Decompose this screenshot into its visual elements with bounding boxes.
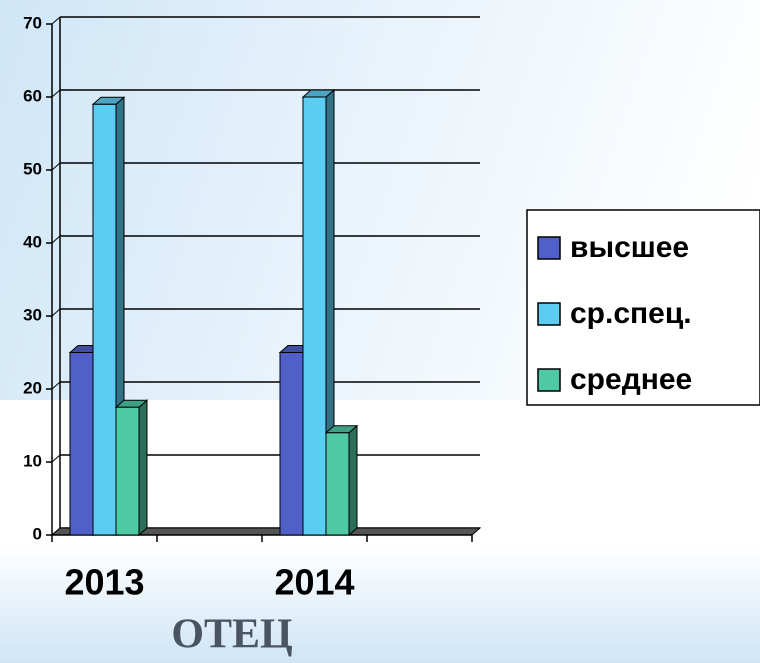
y-tick-label: 20 <box>23 378 42 397</box>
y-tick-depth <box>51 454 61 463</box>
y-tick-depth <box>51 381 61 390</box>
legend-swatch <box>537 302 561 326</box>
y-tick-depth <box>51 235 61 244</box>
y-tick-label: 0 <box>33 524 42 543</box>
y-tick-depth <box>51 308 61 317</box>
bar <box>279 352 304 536</box>
x-tick-label: 2013 <box>64 562 144 603</box>
bar <box>115 406 140 536</box>
legend-swatch <box>537 236 561 260</box>
y-tick-label: 10 <box>23 451 42 470</box>
bar-side <box>138 399 148 537</box>
y-tick-label: 50 <box>23 159 42 178</box>
x-tick-label: 2014 <box>274 562 354 603</box>
y-tick-depth <box>51 89 61 98</box>
legend-label: ср.спец. <box>570 297 692 330</box>
legend-swatch <box>537 368 561 392</box>
y-tick-label: 40 <box>23 232 42 251</box>
y-tick-label: 30 <box>23 305 42 324</box>
legend-label: среднее <box>570 363 692 396</box>
y-tick-label: 60 <box>23 86 42 105</box>
y-tick-depth <box>51 162 61 171</box>
bar <box>69 352 94 536</box>
y-tick-depth <box>51 16 61 25</box>
y-tick-label: 70 <box>23 13 42 32</box>
legend-box <box>526 209 760 406</box>
bar <box>92 103 117 536</box>
chart-title: ОТЕЦ <box>171 612 293 658</box>
bar <box>325 432 350 536</box>
bar-side <box>348 424 358 537</box>
legend-label: высшее <box>570 231 689 264</box>
bar <box>302 96 327 536</box>
